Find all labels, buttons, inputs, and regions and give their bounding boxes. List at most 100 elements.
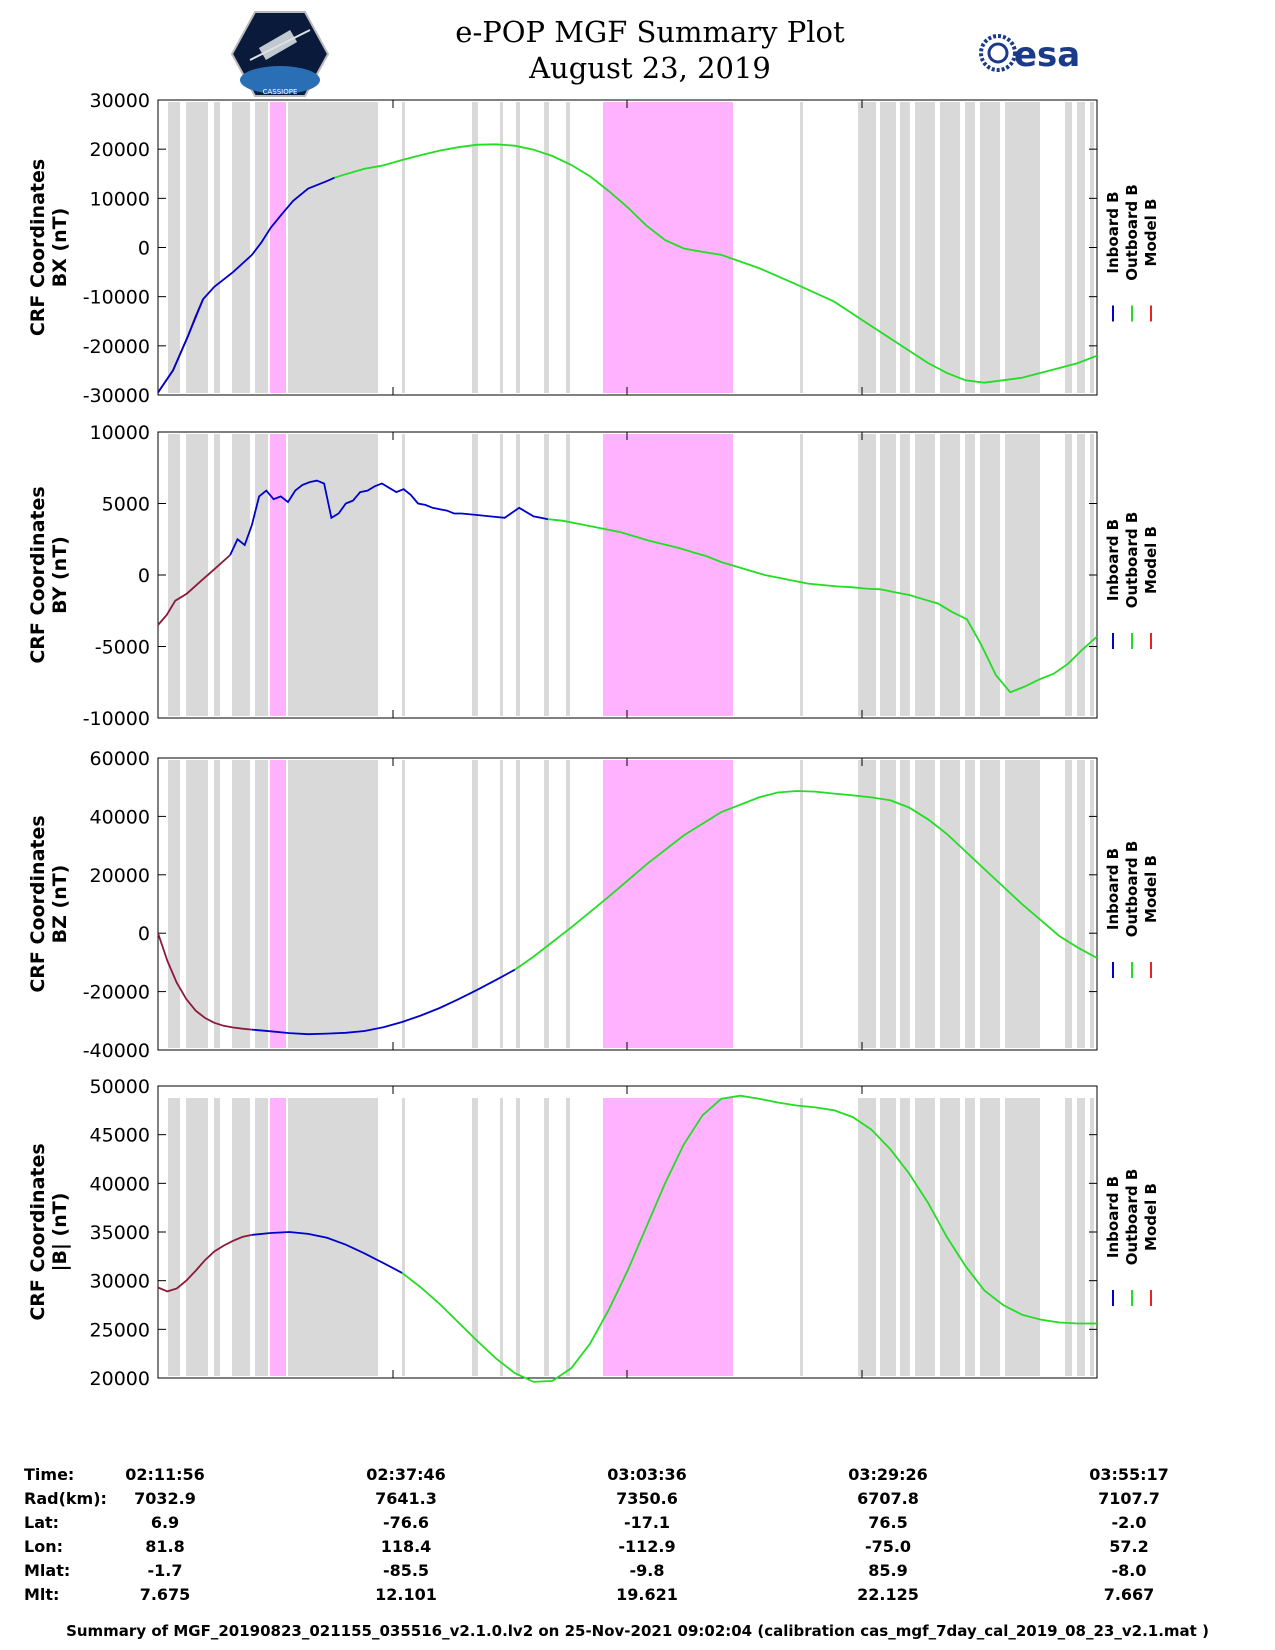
cell-lat: -17.1 [623, 1513, 671, 1532]
gray-band [232, 102, 250, 393]
series-inboard-b [229, 479, 549, 556]
gray-band [214, 434, 220, 716]
cell-mlt: 12.101 [375, 1585, 437, 1604]
magenta-band [603, 760, 733, 1048]
cell-mlat: -1.7 [147, 1561, 183, 1580]
gray-band [186, 760, 208, 1048]
gray-band [880, 760, 896, 1048]
cell-rad: 7641.3 [375, 1489, 437, 1508]
series-inboard-b [157, 176, 335, 394]
gray-band [965, 102, 975, 393]
y-axis-label: CRF Coordinates [27, 815, 49, 992]
gray-band [800, 760, 803, 1048]
plot-title-line2: August 23, 2019 [529, 51, 771, 85]
y-axis-label: CRF Coordinates [27, 159, 49, 336]
cell-mlt: 7.667 [1103, 1585, 1155, 1604]
cell-lon: 57.2 [1109, 1537, 1149, 1556]
legend-label: Model B [1142, 855, 1160, 923]
gray-band [940, 434, 960, 716]
y-tick-label: 30000 [90, 1271, 150, 1293]
cell-rad: 6707.8 [857, 1489, 919, 1508]
magenta-band [270, 434, 286, 716]
gray-band [1090, 1098, 1094, 1376]
gray-band [980, 1098, 1000, 1376]
gray-band [500, 434, 503, 716]
row-label-rad: Rad(km): [24, 1489, 107, 1508]
series-outboard-b [514, 790, 1098, 971]
cassiope-logo: CASSIOPE [230, 11, 330, 97]
y-tick-label: 40000 [90, 806, 150, 828]
gray-band [1077, 102, 1085, 393]
gray-band [168, 760, 180, 1048]
gray-band [900, 102, 910, 393]
cell-mlat: 85.9 [868, 1561, 908, 1580]
gray-band [566, 434, 570, 716]
y-axis-label: BX (nT) [49, 208, 71, 288]
magenta-band [270, 1098, 286, 1376]
gray-band [1077, 434, 1085, 716]
gray-band [214, 1098, 220, 1376]
gray-band [186, 1098, 208, 1376]
cell-lat: -2.0 [1111, 1513, 1147, 1532]
cell-lat: -76.6 [382, 1513, 430, 1532]
gray-band [940, 102, 960, 393]
gray-band [965, 434, 975, 716]
y-axis-label: |B| (nT) [49, 1193, 71, 1272]
cell-lat: 6.9 [150, 1513, 180, 1532]
y-tick-label: 50000 [90, 1076, 150, 1098]
cell-time: 02:11:56 [125, 1465, 205, 1484]
gray-band [940, 1098, 960, 1376]
gray-band [900, 760, 910, 1048]
gray-band [288, 434, 378, 716]
y-tick-label: 0 [138, 923, 150, 945]
gray-band [516, 1098, 520, 1376]
gray-band [566, 102, 570, 393]
y-tick-label: 60000 [90, 748, 150, 770]
row-label-mlt: Mlt: [24, 1585, 60, 1604]
series-model-b [157, 554, 231, 626]
magenta-band [603, 1098, 733, 1376]
cell-lon: -75.0 [864, 1537, 912, 1556]
cell-mlat: -9.8 [629, 1561, 665, 1580]
y-tick-label: -10000 [83, 708, 150, 730]
svg-text:CASSIOPE: CASSIOPE [263, 88, 298, 96]
cell-lon: 81.8 [145, 1537, 185, 1556]
gray-band [232, 434, 250, 716]
series-model-b [157, 1234, 253, 1293]
summary-plots: -30000 -20000 -10000 0 10000 20000 30000 CRF Co… [27, 90, 1160, 1390]
plot-title: e-POP MGF Summary Plot August 23, 2019 [400, 14, 900, 86]
gray-band [288, 760, 378, 1048]
gray-band [214, 102, 220, 393]
gray-band [168, 434, 180, 716]
gray-band [1065, 760, 1072, 1048]
gray-band [288, 1098, 378, 1376]
cell-rad: 7107.7 [1098, 1489, 1160, 1508]
y-tick-label: 20000 [90, 1368, 150, 1390]
gray-band [1005, 1098, 1040, 1376]
legend-label: Model B [1142, 199, 1160, 267]
row-label-lat: Lat: [24, 1513, 60, 1532]
gray-band [1090, 760, 1094, 1048]
y-tick-label: -5000 [95, 637, 150, 659]
magenta-band [270, 102, 286, 393]
gray-band [880, 102, 896, 393]
gray-band [980, 434, 1000, 716]
gray-band [472, 434, 478, 716]
gray-band [915, 1098, 935, 1376]
legend-label: Outboard B [1123, 841, 1141, 938]
gray-band [402, 1098, 405, 1376]
gray-band [472, 102, 478, 393]
cell-mlat: -85.5 [382, 1561, 430, 1580]
gray-band [1065, 102, 1072, 393]
y-tick-label: 0 [138, 565, 150, 587]
gray-band [402, 760, 405, 1048]
gray-band [544, 102, 549, 393]
gray-band [1077, 1098, 1085, 1376]
y-tick-label: -20000 [83, 336, 150, 358]
y-tick-label: 30000 [90, 90, 150, 112]
y-tick-label: 35000 [90, 1222, 150, 1244]
cell-rad: 7350.6 [616, 1489, 678, 1508]
y-tick-label: 10000 [90, 422, 150, 444]
cell-lon: -112.9 [618, 1537, 676, 1556]
cell-mlt: 7.675 [139, 1585, 191, 1604]
